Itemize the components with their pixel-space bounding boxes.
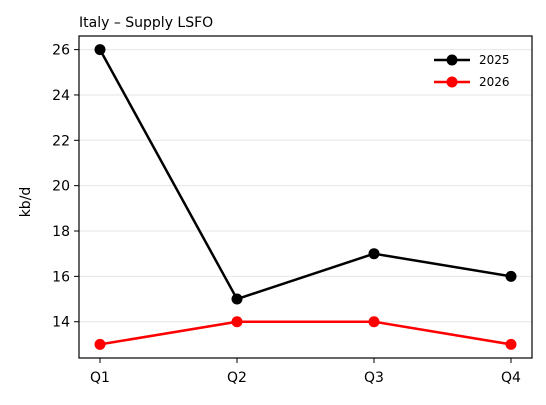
data-point-2026 <box>94 338 106 350</box>
y-axis-title: kb/d <box>18 187 34 218</box>
series-line-2026 <box>99 320 512 346</box>
y-tick-label: 22 <box>52 133 70 149</box>
data-point-2026 <box>231 316 243 328</box>
chart-title: Italy – Supply LSFO <box>79 15 213 31</box>
legend-marker-2025 <box>446 54 458 66</box>
y-tick-label: 16 <box>52 269 70 285</box>
x-tick-label: Q4 <box>501 370 521 386</box>
data-point-2026 <box>505 338 517 350</box>
y-axis: 14 16 18 20 22 24 26 <box>52 43 79 331</box>
y-tick-label: 24 <box>52 88 70 104</box>
plot-area-frame <box>78 35 533 359</box>
y-tick-label: 18 <box>52 224 70 240</box>
data-point-2026 <box>368 316 380 328</box>
grid-lines <box>79 49 532 323</box>
x-tick-label: Q1 <box>90 370 110 386</box>
data-point-2025 <box>505 270 517 282</box>
data-point-2025 <box>94 44 106 56</box>
x-axis: Q1 Q2 Q3 Q4 <box>90 358 521 386</box>
x-tick-label: Q2 <box>227 370 247 386</box>
y-tick-label: 14 <box>52 315 70 331</box>
y-tick-label: 26 <box>52 43 70 59</box>
data-point-2025 <box>231 293 243 305</box>
x-tick-label: Q3 <box>364 370 384 386</box>
series-line-2025 <box>98 49 512 301</box>
legend: 2025 2026 <box>434 53 510 89</box>
data-point-2025 <box>368 248 380 260</box>
legend-label-2026: 2026 <box>479 75 510 89</box>
series-layer <box>94 44 517 350</box>
legend-label-2025: 2025 <box>479 53 510 67</box>
y-tick-label: 20 <box>52 179 70 195</box>
legend-marker-2026 <box>446 76 458 88</box>
